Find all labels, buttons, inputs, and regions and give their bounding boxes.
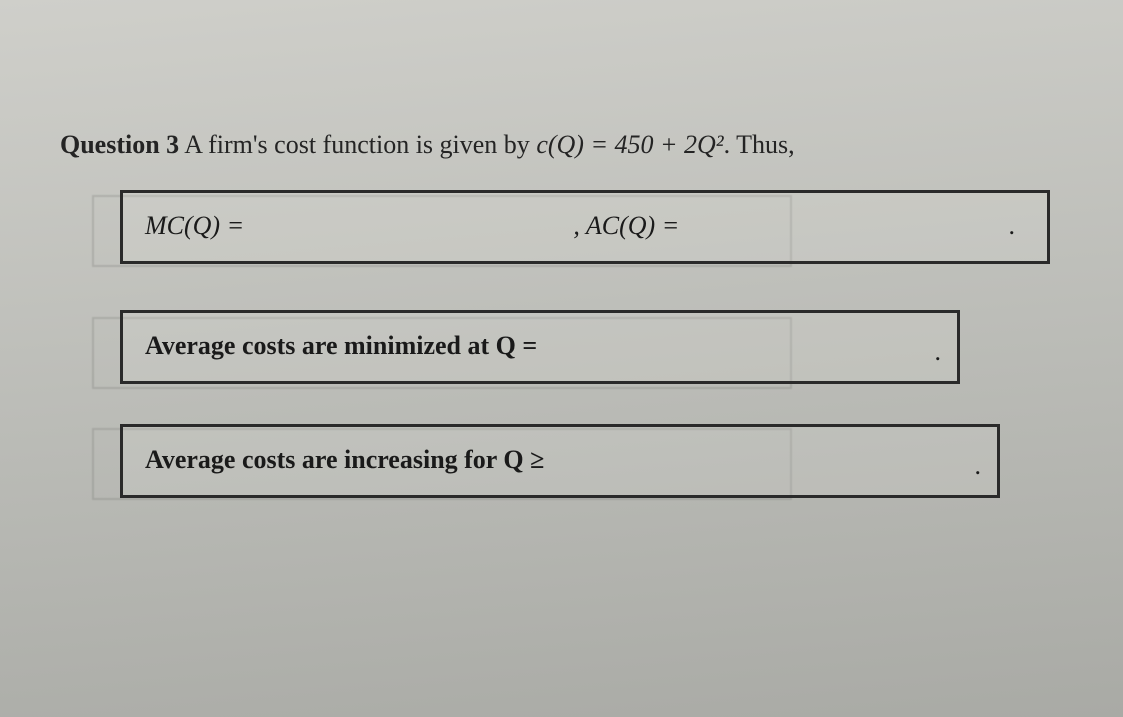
question-prompt: Question 3 A firm's cost function is giv… bbox=[60, 130, 1063, 160]
question-text-after: . Thus, bbox=[724, 130, 795, 159]
ac-label: , AC(Q) = bbox=[244, 211, 1008, 241]
question-label: Question 3 bbox=[60, 130, 179, 159]
mc-label: MC(Q) = bbox=[145, 211, 244, 241]
box3-text: Average costs are increasing for Q ≥ bbox=[145, 445, 544, 474]
box1-period: . bbox=[1009, 211, 1026, 241]
answer-box-min: Average costs are minimized at Q = . bbox=[120, 310, 960, 384]
answer-box-mc-ac: MC(Q) = , AC(Q) = . bbox=[120, 190, 1050, 264]
box2-text: Average costs are minimized at Q = bbox=[145, 331, 537, 360]
box2-period: . bbox=[935, 337, 942, 367]
question-text-before: A firm's cost function is given by bbox=[184, 130, 536, 159]
answer-box-increasing: Average costs are increasing for Q ≥ . bbox=[120, 424, 1000, 498]
worksheet-page: Question 3 A firm's cost function is giv… bbox=[0, 0, 1123, 717]
question-equation: c(Q) = 450 + 2Q² bbox=[536, 130, 723, 159]
box3-period: . bbox=[975, 451, 982, 481]
